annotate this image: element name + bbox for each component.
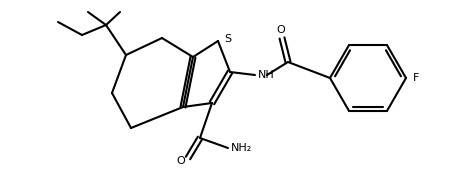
Text: NH: NH [258, 70, 275, 80]
Text: NH₂: NH₂ [231, 143, 252, 153]
Text: S: S [224, 34, 231, 44]
Text: O: O [277, 25, 285, 35]
Text: F: F [413, 73, 419, 83]
Text: O: O [176, 156, 185, 166]
